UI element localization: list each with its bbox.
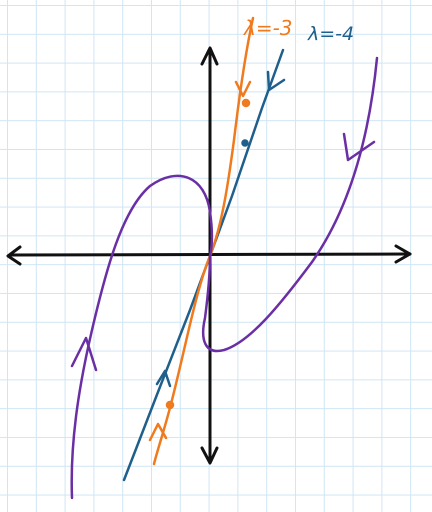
blue-arrow-upper <box>266 70 286 92</box>
y-axis-top-arrowhead <box>200 46 219 66</box>
orange-point-upper <box>241 98 251 108</box>
purple-left-trajectory <box>70 174 214 500</box>
orange-eigencurve <box>148 16 255 466</box>
orange-point-lower <box>165 400 175 410</box>
purple-left-arrow <box>70 336 98 372</box>
orange-arrow-lower <box>148 422 168 442</box>
orange-curve-label: λ=-3 <box>243 16 293 40</box>
x-axis-right-arrowhead <box>394 244 412 264</box>
x-axis-left-arrowhead <box>6 245 22 266</box>
blue-line-label: λ=-4 <box>307 23 354 45</box>
purple-right-trajectory <box>201 56 379 353</box>
blue-arrow-lower <box>155 369 172 388</box>
blue-line <box>122 48 285 482</box>
blue-eigenline <box>122 48 286 482</box>
y-axis-bottom-arrowhead <box>200 446 219 465</box>
purple-trajectories <box>70 56 379 500</box>
orange-arrow-upper <box>234 80 252 98</box>
blue-point-upper <box>241 139 249 147</box>
purple-right-arrow <box>342 132 376 162</box>
